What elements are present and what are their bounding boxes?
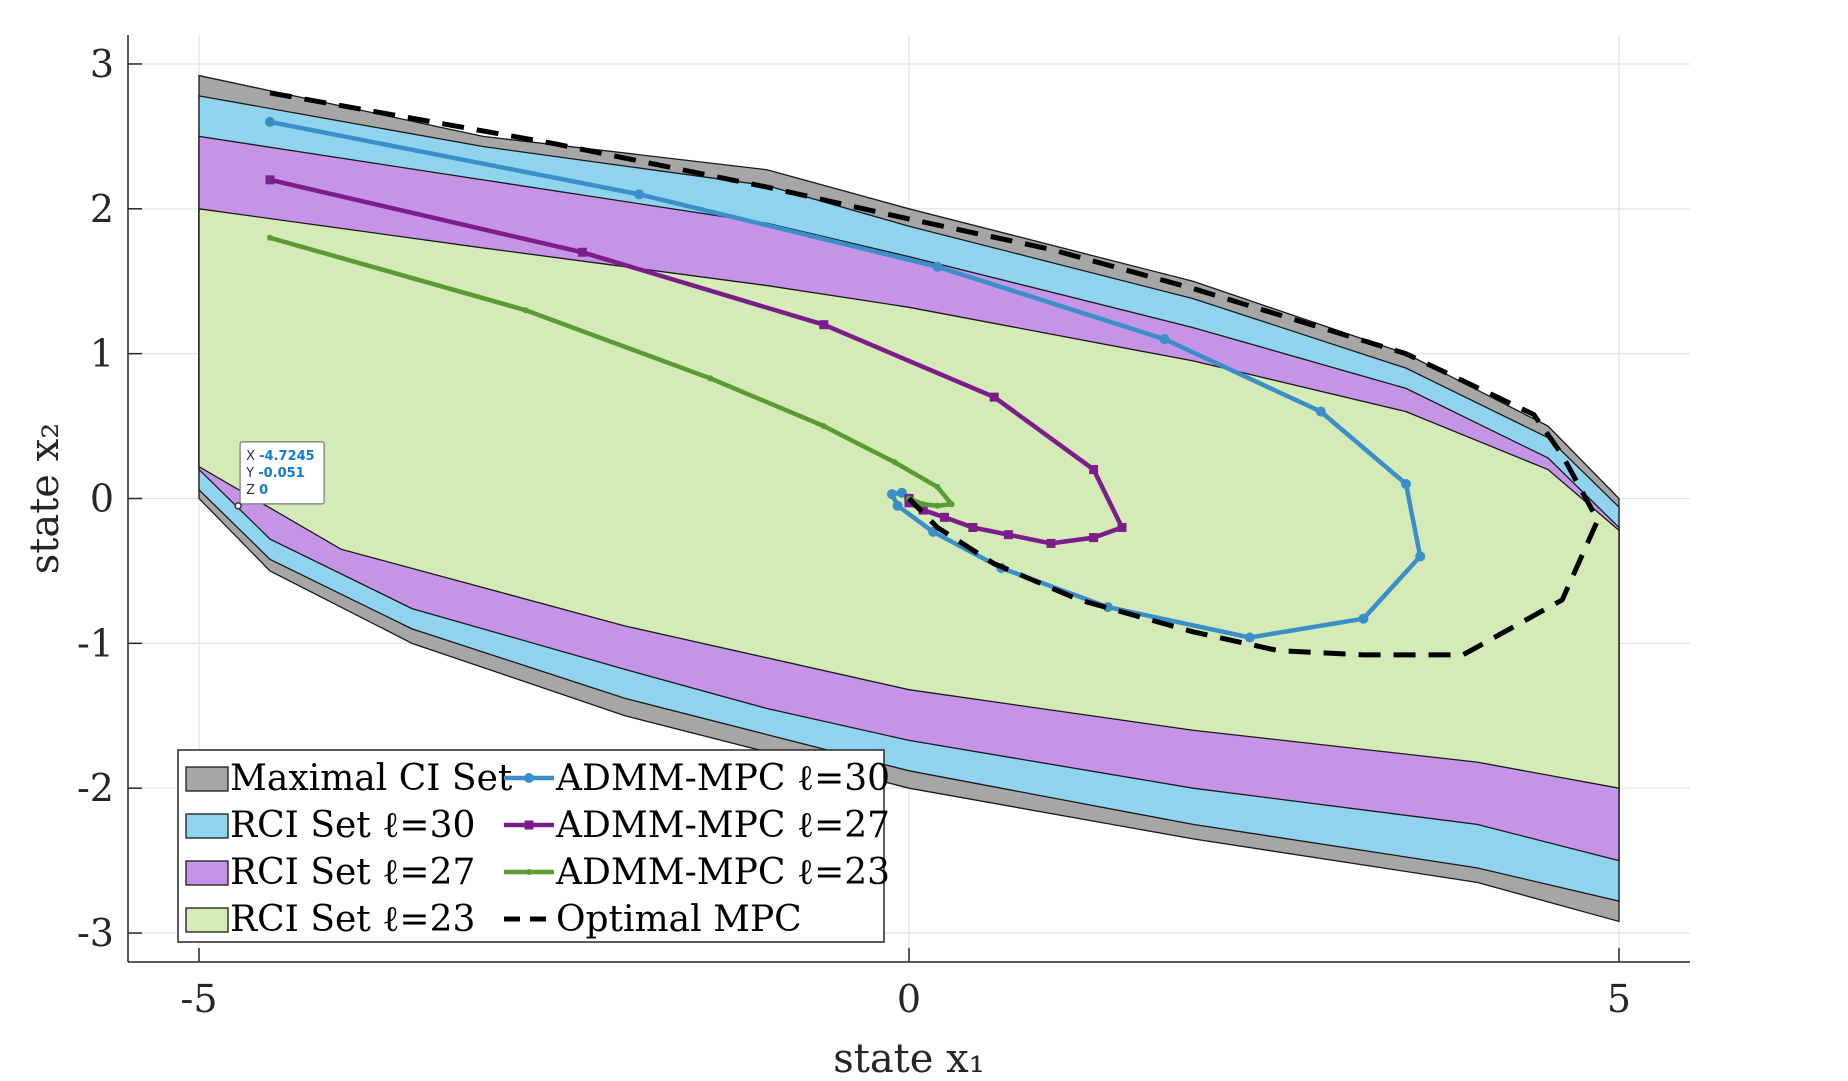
series-line-3 [269,235,954,508]
series-point [934,502,941,509]
series-point [928,526,939,537]
series-point [634,189,645,200]
series-point [1089,533,1099,543]
series-point [1401,479,1411,490]
y-tick-label: 1 [90,332,114,376]
y-tick-label: 0 [90,477,114,521]
series-point [1046,538,1056,548]
series-point [932,261,943,272]
legend-marker [524,820,534,830]
legend-label: Optimal MPC [556,899,802,940]
legend-label: Maximal CI Set [230,758,513,799]
series-point [891,459,898,466]
series-point [1089,465,1099,475]
legend-label: RCI Set ℓ=27 [230,852,475,893]
legend-label: RCI Set ℓ=23 [230,899,475,940]
series-point [1244,632,1255,643]
datatip-row: Z 0 [246,483,268,498]
series-point [896,487,907,498]
legend: Maximal CI Set RCI Set ℓ=30 RCI Set ℓ=27 RC… [177,749,890,943]
x-axis-label: state x₁ [833,1036,985,1081]
series-point [267,234,273,241]
series-point [892,500,903,511]
series-point [577,247,587,257]
series-point [1117,522,1127,532]
series-line-4 [269,90,1601,658]
series-point [920,501,927,508]
series-point [820,423,827,430]
datatip-row: Y -0.051 [245,466,305,481]
series-point [707,375,714,382]
datatip-row: X -4.7245 [246,449,315,464]
series-point [940,512,949,522]
y-tick-label: -2 [77,766,114,810]
datatip-anchor [234,502,242,510]
series-point [1159,334,1170,345]
x-tick-label: -5 [180,977,217,1021]
legend-swatch [185,907,229,933]
series-line-1 [269,119,1423,640]
series-point [1315,406,1326,417]
legend-swatch [185,860,229,886]
series-point [1003,530,1013,540]
y-tick-label: -1 [77,621,114,665]
y-tick-label: 2 [90,187,114,231]
x-tick-label: 5 [1607,977,1631,1021]
y-tick-label: 3 [90,42,114,86]
data-tip[interactable]: X -4.7245 Y -0.051 Z 0 [234,441,325,510]
series-point [968,522,978,532]
series-point [522,307,529,314]
series-point [948,501,955,508]
datatip-box [239,441,325,505]
series-point [989,392,999,402]
x-tick-label: 0 [897,977,921,1021]
series-point [819,320,829,330]
y-tick-label: -3 [77,911,114,955]
legend-label: RCI Set ℓ=30 [230,805,475,846]
y-axis-label: state x₂ [22,423,68,575]
series-point [265,116,275,127]
series-point [1358,613,1369,624]
series-point [934,483,941,490]
legend-marker [524,773,534,783]
legend-label: ADMM-MPC ℓ=27 [555,805,890,846]
series-point [886,489,897,500]
tick-labels: -5 0 5 3 2 1 0 -1 -2 -3 [77,42,1631,1021]
trajectories [265,90,1601,658]
legend-swatch [185,766,229,792]
legend-marker [526,869,532,875]
axes [127,35,1690,963]
legend-swatch [185,813,229,839]
legend-label: ADMM-MPC ℓ=23 [555,852,890,893]
series-point [1415,551,1426,562]
legend-label: ADMM-MPC ℓ=30 [555,758,890,799]
series-point [265,175,275,185]
